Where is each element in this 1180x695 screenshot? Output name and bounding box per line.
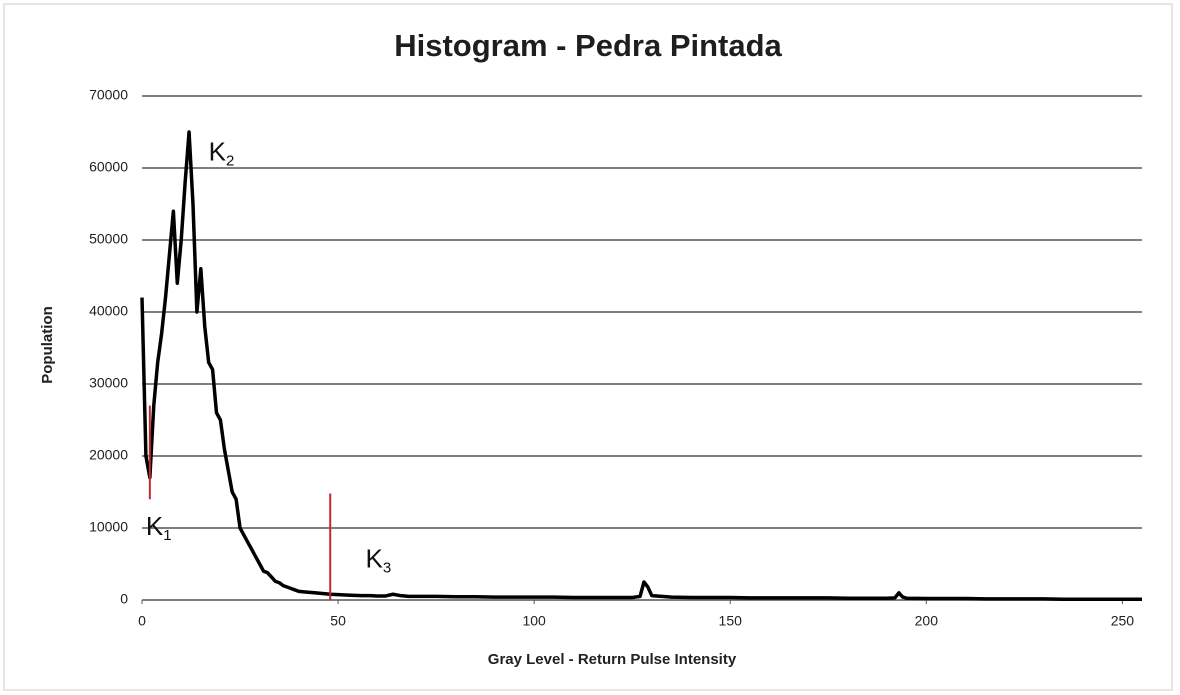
annotation-text: K xyxy=(146,511,164,541)
y-tick-label: 50000 xyxy=(89,231,128,247)
y-axis-label: Population xyxy=(39,306,56,384)
y-tick-label: 30000 xyxy=(89,375,128,391)
annotation-text: K xyxy=(209,136,227,166)
y-tick-label: 10000 xyxy=(89,519,128,535)
annotation-text: K xyxy=(366,543,384,573)
annotation-subscript: 3 xyxy=(383,559,391,576)
y-tick-label: 60000 xyxy=(89,159,128,175)
y-tick-label: 70000 xyxy=(89,87,128,103)
y-tick-label: 40000 xyxy=(89,303,128,319)
annotation-subscript: 1 xyxy=(163,527,171,544)
annotation-subscript: 2 xyxy=(226,153,234,170)
y-tick-label: 0 xyxy=(120,591,128,607)
x-tick-label: 0 xyxy=(138,613,146,629)
x-tick-label: 150 xyxy=(719,613,743,629)
annotation: K3 xyxy=(366,543,392,576)
histogram-line xyxy=(140,130,1142,602)
x-tick-label: 100 xyxy=(522,613,546,629)
x-tick-label: 50 xyxy=(330,613,346,629)
x-tick-label: 250 xyxy=(1111,613,1135,629)
x-axis-label: Gray Level - Return Pulse Intensity xyxy=(488,651,737,668)
x-tick-label: 200 xyxy=(915,613,939,629)
y-tick-label: 20000 xyxy=(89,447,128,463)
annotation: K1 xyxy=(146,511,172,544)
chart-title: Histogram - Pedra Pintada xyxy=(394,28,782,63)
frame xyxy=(3,3,1173,691)
annotation: K2 xyxy=(209,136,235,169)
